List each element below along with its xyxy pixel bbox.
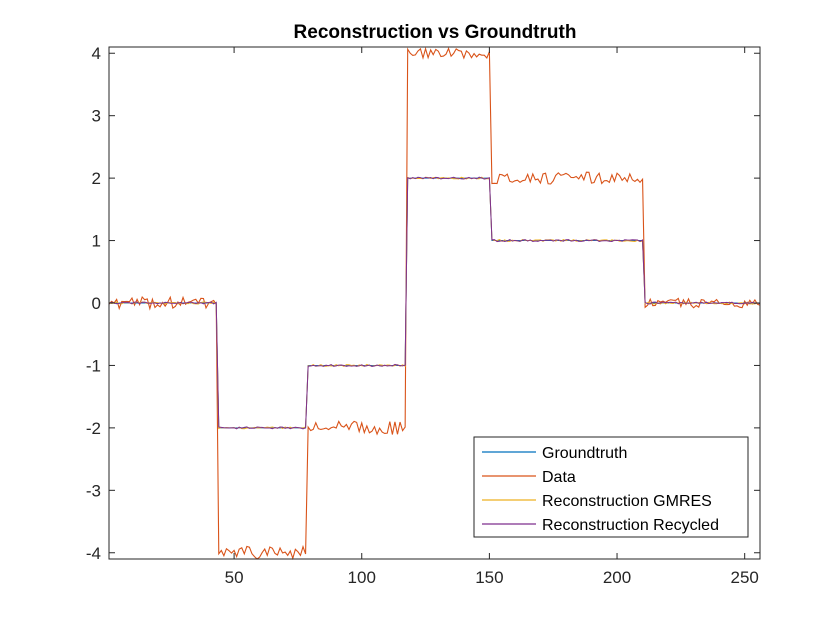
y-tick-label: -1 [86,356,101,375]
y-tick-label: -2 [86,419,101,438]
x-tick-label: 150 [475,568,503,587]
x-tick-label: 250 [730,568,758,587]
series-line-reconstruction-recycled [108,176,761,430]
legend-label: Reconstruction Recycled [542,517,719,534]
x-tick-label: 200 [603,568,631,587]
series-layer [108,46,761,561]
legend: Groundtruth Data Reconstruction GMRES Recon… [473,436,749,538]
legend-label: Groundtruth [542,445,627,462]
y-tick-label: 3 [92,107,101,126]
legend-label: Reconstruction GMRES [542,493,712,510]
axes-layer: 50 100 150 200 250 -4 -3 -2 -1 0 1 2 3 4 [86,44,761,587]
y-tick-label: 4 [92,44,101,63]
legend-box [473,436,749,538]
y-tick-label: -3 [86,481,101,500]
chart-title: Reconstruction vs Groundtruth [294,22,577,43]
y-tick-label: 0 [92,294,101,313]
y-tick-label: 1 [92,232,101,251]
series-line-data [108,46,761,561]
x-tick-label: 50 [225,568,244,587]
legend-label: Data [542,469,576,486]
x-tick-label: 100 [348,568,376,587]
y-tick-label: 2 [92,169,101,188]
y-tick-label: -4 [86,544,101,563]
